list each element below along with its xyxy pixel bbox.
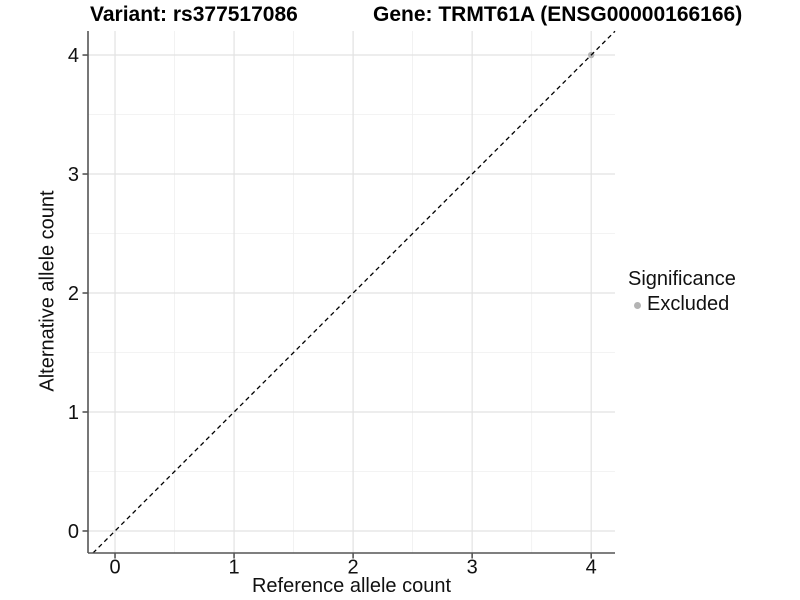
x-axis-title: Reference allele count xyxy=(251,575,451,597)
y-tick-label: 2 xyxy=(68,283,79,305)
x-tick-label: 3 xyxy=(467,557,478,579)
x-tick-label: 1 xyxy=(229,557,240,579)
y-tick-label: 3 xyxy=(68,164,79,186)
legend-title: Significance xyxy=(628,268,736,290)
identity-dashed-line xyxy=(92,30,616,554)
y-axis-title: Alternative allele count xyxy=(36,190,59,392)
y-tick-label: 4 xyxy=(68,45,79,67)
legend-item-label: Excluded xyxy=(647,293,730,315)
variant-title: Variant: rs377517086 xyxy=(90,3,298,26)
x-tick-label: 2 xyxy=(348,557,359,579)
x-tick-label: 0 xyxy=(109,557,120,579)
legend-item-excluded: Excluded xyxy=(628,293,736,316)
y-tick-label: 1 xyxy=(68,402,79,424)
y-tick-label: 0 xyxy=(68,521,79,543)
x-tick-label: 4 xyxy=(586,557,597,579)
excluded-point-icon xyxy=(634,302,641,309)
legend: Significance Excluded xyxy=(628,268,736,316)
gene-title: Gene: TRMT61A (ENSG00000166166) xyxy=(373,3,743,26)
